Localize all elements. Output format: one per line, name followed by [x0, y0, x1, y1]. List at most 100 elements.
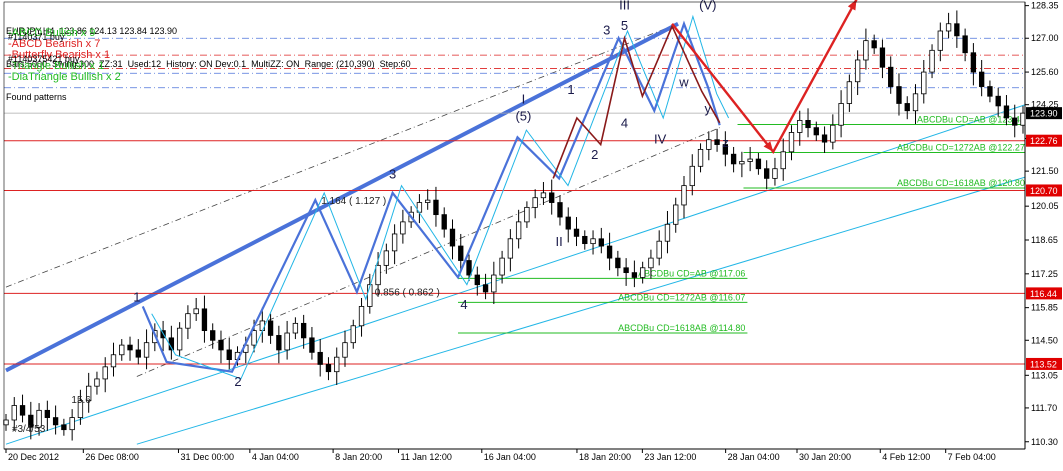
candle-body [400, 221, 406, 235]
candle-body [44, 409, 51, 418]
cyan-trend-line [5, 103, 1030, 445]
y-tick-label: 113.05 [1031, 370, 1058, 380]
candle-body [755, 158, 762, 170]
pattern-list: -ABCD Bullish x 9 -ABCD Bearish x 7 -But… [8, 28, 121, 83]
chart-info: EURJPY,H4 123.86 124.13 123.84 123.90 Ba… [6, 4, 411, 125]
candle-body [954, 23, 960, 37]
candle-body [739, 161, 745, 165]
x-tick-label: 30 Jan 20:00 [799, 452, 851, 462]
candle-body [764, 168, 770, 179]
candle-body [3, 419, 9, 426]
candle-body [251, 330, 257, 346]
candle-body [681, 185, 687, 206]
found-patterns-label: Found patterns [6, 92, 67, 102]
wave-label: 1 [567, 82, 574, 97]
candle-body [176, 327, 183, 351]
red-projection-line [671, 0, 858, 154]
candle-body [747, 158, 753, 162]
y-tick-label: 127.00 [1031, 33, 1059, 43]
candle-body [193, 308, 199, 315]
candle-body [987, 86, 993, 97]
candle-body [962, 35, 968, 54]
candle-body [582, 235, 588, 245]
candle-body [358, 306, 365, 327]
candle-body [127, 344, 133, 351]
candle-body [507, 238, 514, 259]
candle-body [722, 144, 729, 155]
candle-body [350, 325, 356, 344]
candle-body [61, 424, 67, 431]
wave-label: II [555, 234, 562, 249]
candle-body [838, 103, 844, 126]
candle-body [937, 30, 943, 51]
candle-body [863, 40, 869, 61]
pattern-item: -Triangle Bullish x 1 [8, 60, 105, 72]
candle-body [52, 417, 59, 426]
channel-thick-line [5, 21, 679, 373]
x-tick-label: 18 Jan 20:00 [579, 452, 631, 462]
candle-body [19, 405, 26, 416]
abcd-target-label: ABCDBu CD=1618AB @120.80 [897, 178, 1025, 188]
wave-label: 1 [133, 290, 140, 305]
candle-body [1012, 117, 1018, 126]
wave-label: 2 [591, 147, 598, 162]
candle-body [606, 245, 613, 259]
candle-body [565, 216, 571, 230]
symbol-line: EURJPY,H4 123.86 124.13 123.84 123.90 [6, 26, 177, 36]
channel-dashdot-upper [5, 23, 679, 288]
price-label-box [1026, 287, 1062, 300]
wave-label: 3 [603, 23, 610, 38]
candle-body [375, 264, 381, 286]
zigzag-blue [141, 20, 721, 373]
axes: 128.35127.00125.60124.25122.85121.50120.… [3, 0, 1063, 466]
abcd-target-label: ABCDBu CD=1272AB @122.27 [897, 143, 1025, 153]
candle-body [929, 49, 935, 73]
candle-body [259, 320, 265, 332]
candle-body [854, 59, 861, 83]
abcd-targets: ABCDBu CD=AB @123.43 ABCDBu CD=1272AB @12… [458, 115, 1027, 334]
abcd-target-label: ABCDBu CD=1272AB @116.07 [618, 292, 745, 302]
pattern-item: -ABCD Bearish x 7 [8, 38, 101, 50]
price-label-text: 113.52 [1030, 359, 1057, 369]
candle-body [532, 197, 538, 208]
candle-body [821, 134, 828, 143]
candle-body [590, 238, 596, 245]
zigzag-darkred [552, 24, 721, 179]
candle-body [515, 221, 522, 240]
wave-label: 5 [621, 18, 628, 33]
x-tick-label: 20 Dec 2012 [8, 452, 59, 462]
candle-body [623, 267, 629, 274]
candle-body [557, 202, 563, 218]
candle-body [656, 240, 662, 259]
overlap-text-1: #1140371 buy [8, 32, 65, 42]
candle-body [77, 400, 84, 418]
candle-body [912, 93, 919, 112]
candle-body [441, 214, 447, 230]
candle-body [1003, 105, 1010, 119]
x-tick-label: 4 Jan 04:00 [252, 452, 299, 462]
candle-body [631, 272, 638, 278]
candles [3, 10, 1026, 441]
candle-body [367, 284, 373, 307]
candle-body [499, 257, 505, 276]
candle-body [888, 66, 894, 87]
candle-body [201, 308, 208, 332]
y-tick-label: 125.60 [1031, 67, 1059, 77]
candle-body [896, 86, 902, 104]
candle-body [830, 124, 836, 143]
candle-body [342, 342, 348, 358]
candle-body [714, 139, 720, 145]
price-label-text: 122.76 [1030, 136, 1058, 146]
wave-label: (V) [699, 0, 716, 12]
abcd-target-label: ABCDBu CD=AB @123.43 [917, 115, 1025, 125]
candle-body [276, 335, 282, 351]
candle-body [664, 223, 671, 242]
candle-body [788, 132, 795, 153]
price-label-box [1026, 107, 1062, 120]
y-tick-label: 120.05 [1031, 201, 1059, 211]
trend-lines [5, 21, 1030, 445]
wave-label: (5) [515, 108, 531, 123]
candle-body [36, 409, 42, 428]
wave-label: III [619, 0, 630, 12]
